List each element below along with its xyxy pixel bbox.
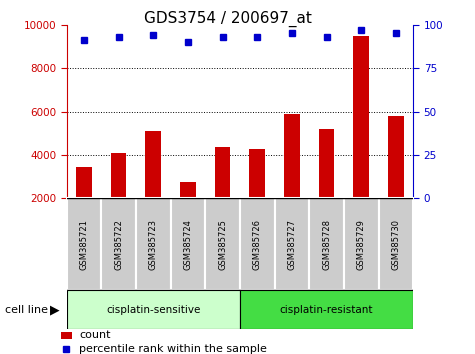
Bar [319,129,334,198]
Text: GSM385722: GSM385722 [114,219,123,270]
Bar [215,147,230,198]
Text: GSM385724: GSM385724 [183,219,192,270]
Bar [240,290,413,329]
Bar [353,36,369,198]
Bar [66,198,101,290]
Bar [275,198,309,290]
Bar [61,332,72,339]
Bar [240,198,275,290]
Bar [379,198,413,290]
Bar [136,198,171,290]
Text: GSM385729: GSM385729 [357,219,366,270]
Text: cisplatin-resistant: cisplatin-resistant [280,305,373,315]
Bar [171,198,205,290]
Text: GSM385723: GSM385723 [149,219,158,270]
Bar [205,198,240,290]
Text: GDS3754 / 200697_at: GDS3754 / 200697_at [144,11,312,27]
Text: GSM385727: GSM385727 [287,219,296,270]
Bar [76,167,92,198]
Text: cell line: cell line [5,305,48,315]
Bar [344,198,379,290]
Text: ▶: ▶ [50,303,59,316]
Bar [388,116,404,198]
Text: count: count [79,330,111,341]
Text: GSM385726: GSM385726 [253,219,262,270]
Bar [111,153,126,198]
Bar [284,114,300,198]
Text: percentile rank within the sample: percentile rank within the sample [79,344,267,354]
Text: GSM385725: GSM385725 [218,219,227,270]
Bar [66,290,240,329]
Bar [249,149,265,198]
Text: GSM385728: GSM385728 [322,219,331,270]
Bar [180,182,196,198]
Text: GSM385721: GSM385721 [79,219,88,270]
Bar [145,131,161,198]
Bar [309,198,344,290]
Text: cisplatin-sensitive: cisplatin-sensitive [106,305,200,315]
Text: GSM385730: GSM385730 [391,219,400,270]
Bar [101,198,136,290]
